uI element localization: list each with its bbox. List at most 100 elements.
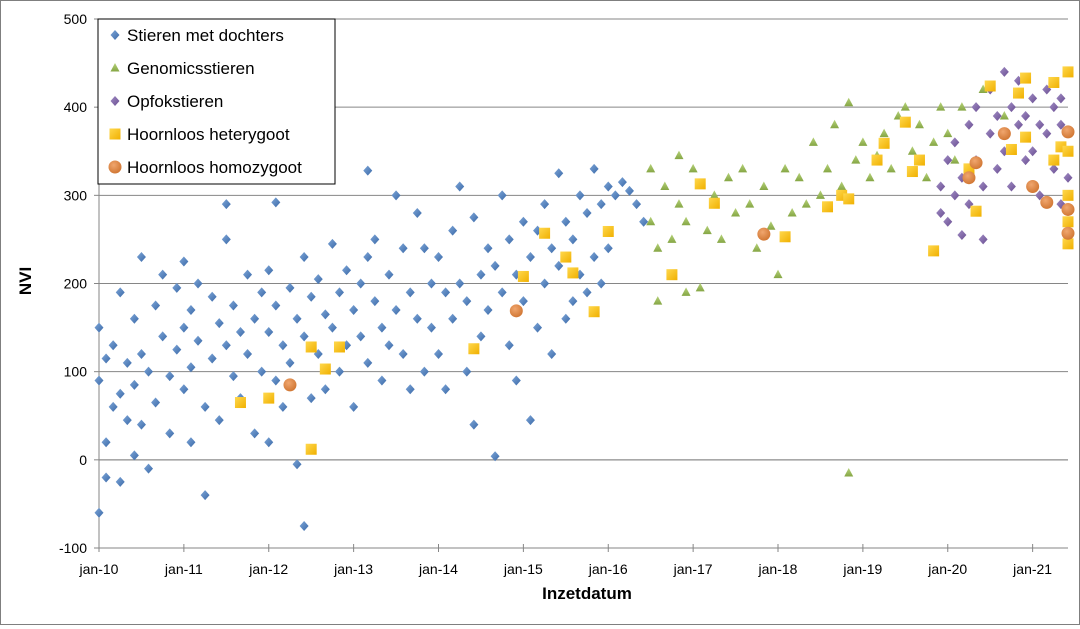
data-point	[963, 163, 975, 175]
data-point	[1056, 93, 1066, 104]
data-point	[377, 375, 387, 386]
data-point	[1056, 119, 1066, 130]
data-point	[214, 415, 224, 426]
data-point	[228, 300, 238, 311]
data-point	[193, 335, 203, 346]
x-tick-label: jan-20	[927, 561, 967, 577]
data-point	[235, 326, 245, 337]
data-point	[342, 265, 352, 276]
data-point	[1062, 238, 1074, 250]
data-point	[1042, 128, 1052, 139]
data-point	[165, 371, 175, 382]
data-point	[511, 375, 521, 386]
data-point	[334, 287, 344, 298]
data-point	[278, 340, 288, 351]
data-point	[871, 154, 883, 166]
data-point	[913, 154, 925, 166]
data-point	[292, 313, 302, 324]
data-point	[469, 419, 479, 430]
data-point	[709, 190, 719, 199]
series-1	[94, 163, 649, 531]
data-point	[122, 357, 132, 368]
data-point	[646, 163, 656, 173]
data-point	[320, 384, 330, 395]
data-point	[333, 341, 345, 353]
data-point	[283, 378, 297, 392]
data-point	[653, 296, 663, 305]
data-point	[319, 363, 331, 375]
data-point	[1040, 195, 1054, 209]
data-point	[624, 185, 634, 196]
data-point	[695, 282, 705, 292]
data-point	[878, 137, 890, 149]
data-point	[962, 171, 976, 185]
data-point	[837, 181, 847, 191]
data-point	[151, 397, 161, 408]
data-point	[985, 128, 995, 139]
data-point	[257, 287, 267, 298]
data-point	[588, 306, 600, 318]
data-point	[490, 260, 500, 271]
legend-marker	[110, 30, 120, 40]
data-point	[575, 190, 585, 201]
legend-box	[97, 18, 336, 185]
data-point	[723, 172, 733, 182]
data-point	[405, 384, 415, 395]
data-point	[101, 472, 111, 483]
data-point	[561, 216, 571, 227]
data-point	[561, 313, 571, 324]
data-point	[646, 216, 656, 226]
data-point	[1035, 190, 1045, 201]
data-point	[108, 401, 118, 412]
data-point	[666, 269, 678, 281]
data-point	[1049, 102, 1059, 113]
data-point	[752, 243, 762, 252]
data-point	[518, 296, 528, 307]
data-point	[136, 419, 146, 430]
data-point	[694, 178, 706, 190]
data-point	[349, 304, 359, 315]
data-point	[978, 234, 988, 245]
data-point	[667, 234, 677, 243]
data-point	[978, 181, 988, 192]
data-point	[271, 197, 281, 208]
data-point	[349, 401, 359, 412]
y-tick-label: 200	[64, 276, 88, 292]
data-point	[518, 216, 528, 227]
x-tick-label: jan-14	[418, 561, 458, 577]
data-point	[610, 190, 620, 201]
data-point	[936, 102, 946, 111]
data-point	[504, 340, 514, 351]
data-point	[115, 476, 125, 487]
data-point	[483, 304, 493, 315]
data-point	[497, 287, 507, 298]
data-point	[1026, 180, 1040, 194]
data-point	[186, 437, 196, 448]
data-point	[299, 520, 309, 531]
data-point	[370, 296, 380, 307]
data-point	[200, 401, 210, 412]
data-point	[969, 156, 983, 170]
data-point	[964, 119, 974, 130]
data-point	[398, 243, 408, 254]
data-point	[950, 190, 960, 201]
data-point	[434, 252, 444, 263]
data-point	[851, 155, 861, 164]
data-point	[455, 181, 465, 192]
data-point	[257, 366, 267, 377]
data-point	[999, 110, 1009, 120]
data-point	[1062, 145, 1074, 157]
data-point	[136, 252, 146, 263]
data-point	[292, 459, 302, 470]
data-point	[660, 181, 670, 191]
data-point	[299, 252, 309, 263]
legend-marker	[110, 96, 120, 106]
data-point	[560, 251, 572, 263]
data-point	[950, 137, 960, 148]
data-point	[596, 199, 606, 210]
data-point	[957, 102, 967, 111]
data-point	[886, 163, 896, 173]
x-tick-label: jan-13	[333, 561, 373, 577]
